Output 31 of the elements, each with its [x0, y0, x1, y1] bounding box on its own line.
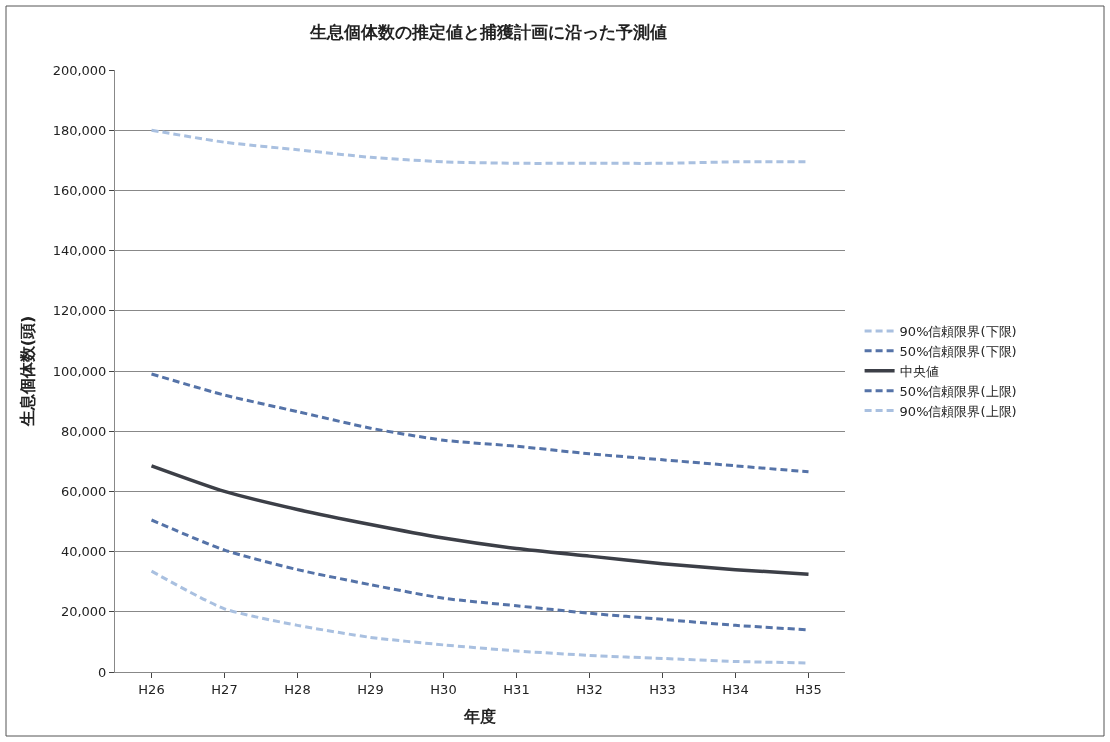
x-tick-label: H33	[649, 681, 676, 697]
x-tick-label: H32	[576, 681, 603, 697]
y-tick-label: 40,000	[60, 544, 107, 560]
y-tick-label: 140,000	[52, 243, 107, 259]
y-tick-label: 180,000	[52, 122, 107, 138]
legend-label: 90%信頼限界(下限)	[899, 324, 1017, 340]
x-tick-label: H28	[284, 681, 311, 697]
legend-label: 50%信頼限界(下限)	[899, 343, 1017, 359]
y-tick-label: 20,000	[60, 604, 107, 620]
line-series	[150, 372, 810, 474]
chart-title: 生息個体数の推定値と捕獲計画に沿った予測値	[308, 21, 667, 42]
x-tick-label: H26	[138, 681, 165, 697]
y-tick-label: 120,000	[52, 303, 107, 319]
line-series	[149, 464, 811, 576]
x-tick-label: H30	[430, 681, 457, 697]
legend-label: 90%信頼限界(上限)	[899, 403, 1017, 419]
x-tick-label: H27	[211, 681, 238, 697]
legend-label: 中央値	[899, 363, 939, 379]
y-tick-label: 60,000	[60, 483, 107, 499]
x-tick-label: H29	[357, 681, 384, 697]
y-tick-label: 200,000	[52, 62, 107, 78]
y-axis-title: 生息個体数(頭)	[17, 315, 37, 428]
y-tick-label: 80,000	[60, 423, 107, 439]
x-tick-label: H35	[795, 681, 822, 697]
legend-label: 50%信頼限界(上限)	[899, 383, 1017, 399]
y-tick-label: 160,000	[52, 182, 107, 198]
x-axis-title: 年度	[463, 707, 496, 727]
x-tick-label: H34	[722, 681, 749, 697]
x-tick-label: H31	[503, 681, 530, 697]
y-tick-label: 0	[98, 664, 107, 680]
y-tick-label: 100,000	[52, 363, 107, 379]
